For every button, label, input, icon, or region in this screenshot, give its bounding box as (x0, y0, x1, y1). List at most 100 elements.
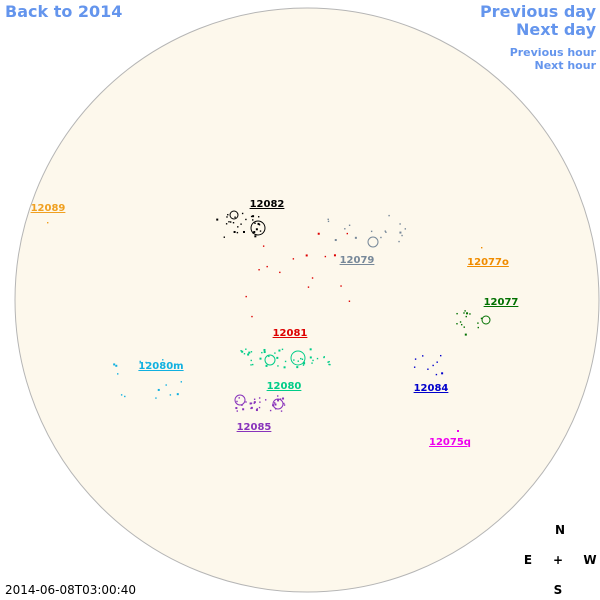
sunspot (439, 354, 442, 357)
region-label: 12085 (237, 422, 272, 433)
sunspot (259, 357, 262, 360)
sunspot (348, 224, 351, 226)
sunspot (266, 265, 268, 268)
sunspot (242, 230, 245, 233)
sunspot (242, 408, 245, 411)
sunspot (241, 350, 244, 353)
sunspot (264, 399, 267, 401)
sunspot (307, 286, 310, 288)
sunspot (236, 400, 238, 403)
sunspot (302, 364, 305, 366)
sunspot (463, 312, 465, 314)
sunspot (155, 397, 157, 399)
sunspot (284, 360, 287, 363)
sunspot (227, 213, 229, 216)
compass-south: S (554, 583, 563, 597)
region-label: 12075q (429, 437, 471, 448)
previous-day-link[interactable]: Previous day (480, 2, 597, 21)
sunspot (278, 349, 281, 352)
sunspot (305, 254, 308, 257)
sunspot (384, 230, 386, 232)
sunspot (235, 407, 238, 410)
sunspot (256, 408, 258, 410)
sunspot (459, 321, 462, 323)
sunspot (477, 322, 479, 324)
sunspot (253, 401, 256, 404)
sunspot (456, 312, 458, 315)
sunspot (435, 373, 438, 376)
sunspot (380, 236, 382, 239)
sunspot (240, 350, 242, 352)
sunspot (303, 362, 306, 365)
sunspot (259, 401, 261, 403)
sunspot (234, 216, 236, 218)
sunspot (348, 300, 351, 302)
sunspot (328, 363, 330, 366)
sunspot-group (250, 220, 266, 236)
sunspot-group (229, 210, 239, 220)
sunspot (262, 245, 265, 247)
back-link[interactable]: Back to 2014 (5, 2, 122, 21)
next-hour-link[interactable]: Next hour (535, 59, 597, 72)
sunspot (47, 222, 49, 224)
sunspot (176, 393, 179, 396)
sunspot (263, 348, 266, 351)
sunspot (165, 384, 167, 386)
sunspot (414, 358, 417, 360)
sunspot (252, 363, 254, 366)
sunspot (250, 407, 252, 410)
sunspot (329, 363, 331, 366)
sunspot (258, 397, 261, 399)
sunspot (250, 359, 252, 362)
sunspot (113, 363, 116, 366)
sunspot (249, 402, 252, 405)
sunspot (464, 310, 466, 312)
sunspot (327, 220, 330, 223)
sunspot (309, 348, 312, 351)
sunspot-group (290, 350, 306, 366)
sunspot (257, 222, 260, 225)
sunspot (466, 312, 469, 315)
compass-east: E (524, 553, 532, 567)
sunspot (399, 231, 402, 234)
sunspot (413, 366, 416, 368)
sunspot (241, 212, 244, 215)
sunspot (283, 402, 285, 405)
sunspot (334, 239, 337, 242)
sunspot (327, 361, 329, 363)
sunspot (233, 230, 236, 233)
sunspot (274, 403, 277, 406)
sunspot (180, 381, 183, 383)
sunspot (323, 356, 325, 359)
sunspot (277, 395, 279, 397)
sunspot (258, 406, 261, 409)
sunspot (460, 323, 463, 326)
region-label: 12077 (484, 297, 519, 308)
sunspot (157, 388, 160, 391)
next-day-link[interactable]: Next day (516, 20, 597, 39)
sunspot (481, 247, 483, 249)
compass-west: W (583, 553, 596, 567)
region-label: 12080 (267, 381, 302, 392)
sunspot (250, 406, 253, 409)
sunspot-group (367, 236, 379, 248)
sunspot (309, 356, 312, 359)
sunspot (257, 216, 260, 218)
sunspot (139, 360, 141, 363)
sunspot (346, 232, 349, 235)
sunspot (297, 360, 299, 362)
sunspot (277, 365, 279, 367)
sunspot (281, 348, 284, 351)
sunspot (273, 402, 276, 404)
region-label: 12081 (273, 328, 308, 339)
sunspot (328, 360, 330, 363)
previous-hour-link[interactable]: Previous hour (510, 46, 597, 59)
sunspot (252, 215, 255, 218)
region-label: 12082 (250, 199, 285, 210)
sunspot (280, 410, 283, 412)
sunspot (269, 409, 272, 412)
sunspot (464, 333, 467, 336)
sunspot (432, 364, 434, 367)
sunspot (311, 277, 314, 279)
sunspot (276, 356, 279, 359)
